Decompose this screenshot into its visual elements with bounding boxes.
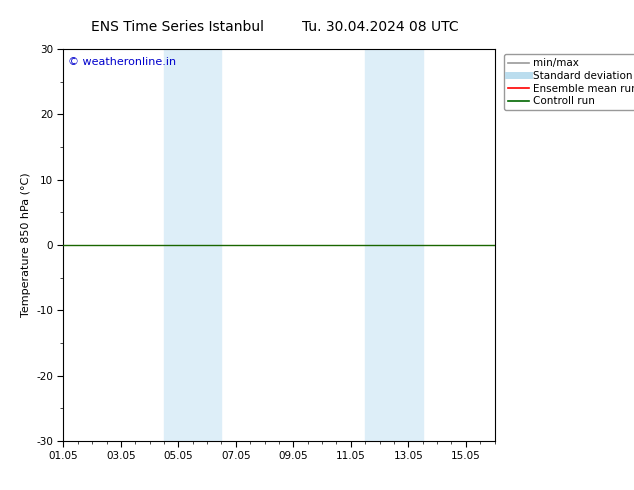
Bar — [193, 49, 221, 441]
Text: © weatheronline.in: © weatheronline.in — [68, 57, 176, 67]
Text: ENS Time Series Istanbul: ENS Time Series Istanbul — [91, 20, 264, 34]
Y-axis label: Temperature 850 hPa (°C): Temperature 850 hPa (°C) — [20, 172, 30, 318]
Bar — [164, 49, 193, 441]
Text: Tu. 30.04.2024 08 UTC: Tu. 30.04.2024 08 UTC — [302, 20, 459, 34]
Legend: min/max, Standard deviation, Ensemble mean run, Controll run: min/max, Standard deviation, Ensemble me… — [504, 54, 634, 110]
Bar — [365, 49, 394, 441]
Bar — [394, 49, 423, 441]
